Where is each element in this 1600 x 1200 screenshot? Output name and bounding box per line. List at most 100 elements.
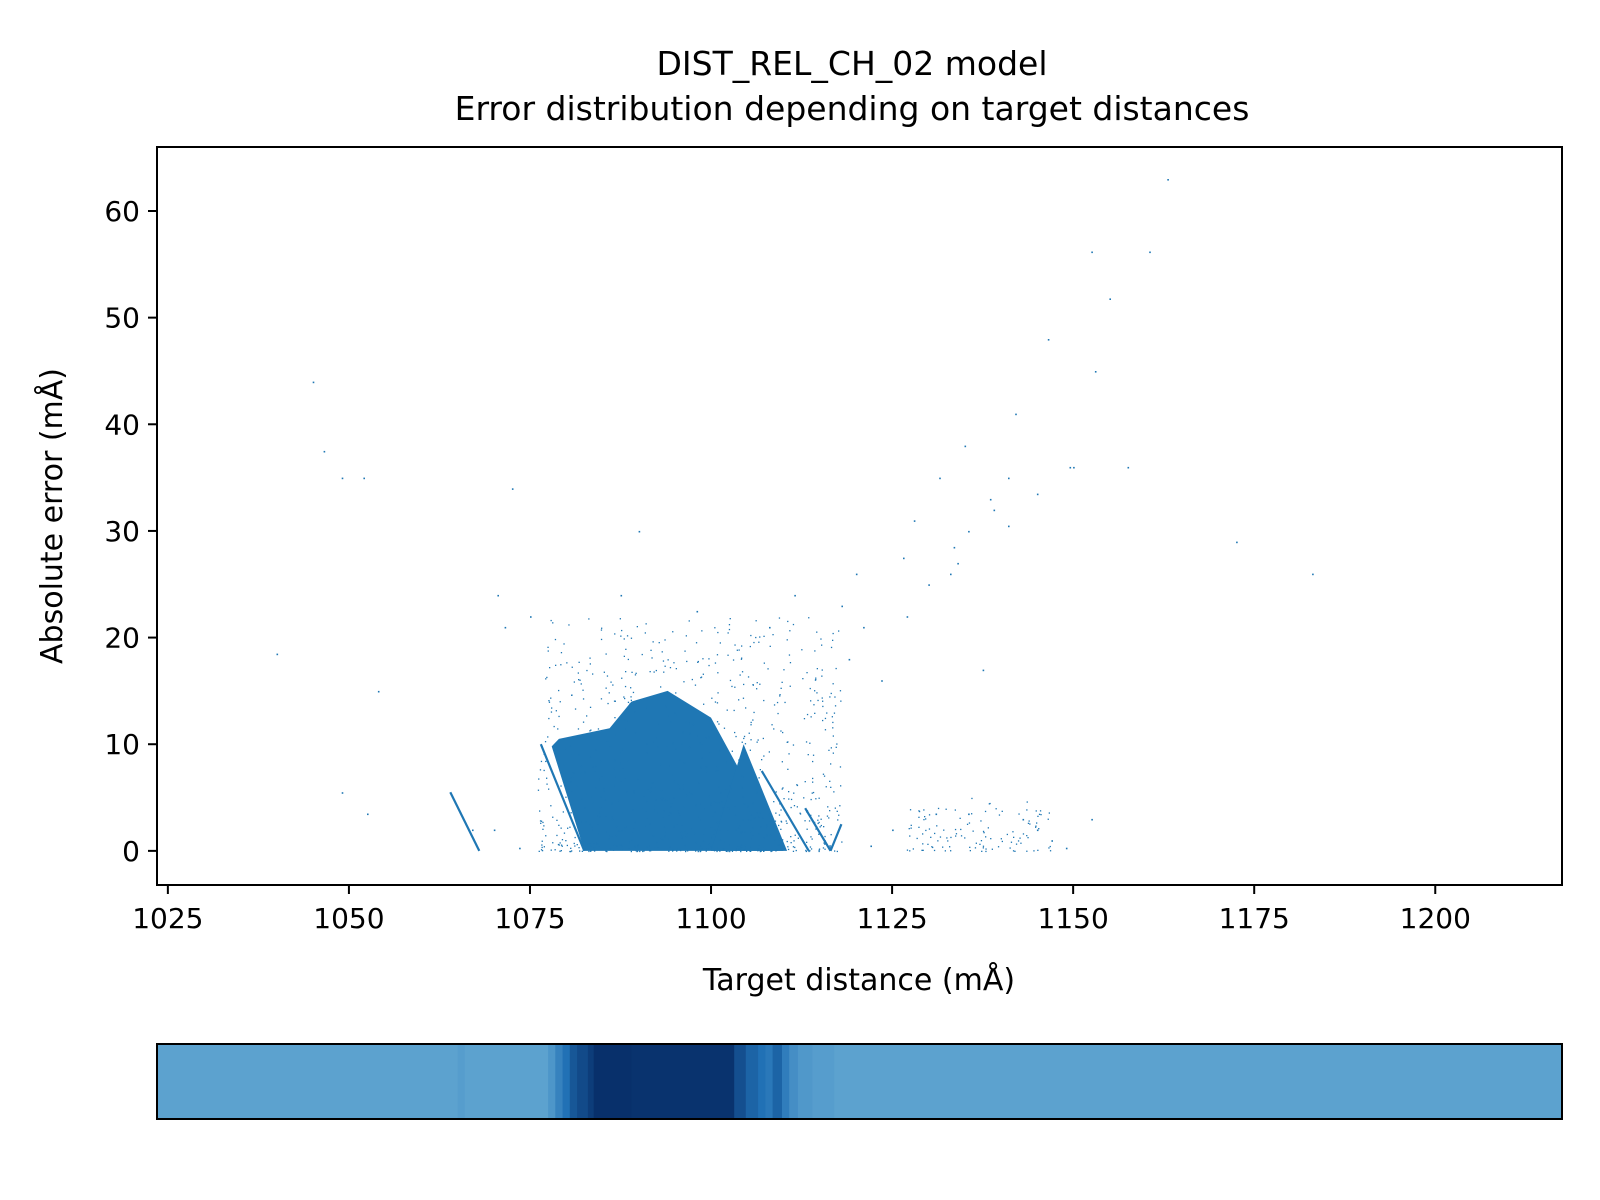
scatter-point — [645, 810, 647, 812]
scatter-point — [835, 667, 837, 670]
scatter-point — [684, 844, 686, 847]
x-tick-label: 1125 — [856, 902, 927, 935]
scatter-point — [587, 842, 590, 844]
scatter-point — [630, 704, 632, 707]
strip-band — [457, 1044, 466, 1119]
scatter-point — [789, 630, 791, 632]
scatter-point — [684, 830, 686, 832]
scatter-point — [814, 712, 816, 714]
scatter-point — [750, 814, 753, 816]
scatter-point — [936, 825, 938, 827]
scatter-point — [538, 850, 540, 852]
scatter-point — [743, 737, 745, 740]
scatter-point — [833, 791, 835, 793]
scatter-point — [743, 776, 745, 778]
scatter-point — [824, 717, 827, 720]
scatter-point — [705, 737, 707, 739]
scatter-point — [561, 839, 564, 841]
scatter-point — [980, 840, 983, 842]
scatter-point — [541, 840, 543, 842]
scatter-point — [626, 791, 628, 793]
outlier-point — [881, 680, 883, 682]
scatter-point — [750, 830, 752, 833]
scatter-point — [589, 706, 592, 708]
scatter-point — [669, 798, 671, 800]
scatter-point — [1039, 810, 1042, 812]
outlier-point — [363, 477, 365, 480]
scatter-point — [821, 675, 823, 677]
scatter-point — [614, 717, 616, 719]
scatter-point — [689, 722, 691, 725]
scatter-point — [624, 830, 626, 832]
scatter-point — [809, 742, 811, 744]
y-tick-label: 10 — [104, 728, 140, 761]
scatter-point — [812, 777, 814, 780]
scatter-point — [550, 805, 552, 807]
outlier-point — [341, 477, 344, 480]
scatter-point — [921, 849, 923, 851]
scatter-point — [622, 812, 624, 814]
scatter-point — [1026, 809, 1028, 811]
scatter-point — [758, 777, 760, 779]
scatter-point — [759, 812, 761, 814]
scatter-point — [966, 823, 969, 825]
scatter-point — [568, 778, 570, 780]
scatter-point — [702, 840, 705, 842]
scatter-point — [673, 780, 675, 783]
strip-band — [789, 1044, 799, 1119]
scatter-point — [817, 699, 819, 702]
scatter-point — [815, 798, 817, 800]
scatter-point — [752, 719, 754, 721]
scatter-point — [780, 809, 782, 811]
scatter-point — [729, 618, 731, 620]
scatter-point — [806, 810, 809, 812]
scatter-point — [669, 667, 672, 669]
scatter-point — [925, 818, 927, 820]
outlier-point — [511, 488, 514, 490]
scatter-point — [840, 785, 842, 787]
scatter-point — [789, 685, 791, 687]
scatter-point — [810, 836, 812, 838]
scatter-point — [695, 642, 698, 644]
scatter-point — [624, 697, 626, 700]
scatter-point — [759, 769, 761, 771]
scatter-point — [749, 645, 751, 648]
scatter-point — [794, 846, 796, 849]
scatter-point — [918, 826, 920, 828]
scatter-point — [780, 821, 783, 823]
scatter-point — [573, 772, 575, 774]
scatter-point — [703, 834, 705, 836]
scatter-point — [765, 801, 767, 803]
scatter-point — [1028, 820, 1030, 822]
scatter-point — [1049, 850, 1052, 852]
outlier-point — [870, 845, 872, 848]
scatter-point — [597, 815, 599, 817]
scatter-point — [714, 701, 717, 703]
scatter-point — [768, 815, 770, 817]
scatter-point — [646, 743, 648, 745]
scatter-point — [621, 845, 623, 847]
scatter-point — [954, 828, 957, 831]
scatter-point — [742, 819, 744, 821]
scatter-point — [822, 705, 824, 708]
scatter-point — [672, 774, 674, 776]
scatter-point — [632, 691, 635, 694]
scatter-point — [818, 849, 820, 851]
scatter-point — [708, 795, 710, 798]
scatter-point — [620, 762, 622, 765]
scatter-point — [643, 796, 645, 798]
scatter-point — [560, 844, 563, 846]
scatter-point — [982, 847, 984, 849]
scatter-point — [709, 751, 712, 753]
y-tick-label: 0 — [122, 835, 140, 868]
scatter-point — [639, 850, 641, 853]
scatter-point — [817, 819, 819, 821]
scatter-point — [658, 723, 660, 725]
scatter-point — [817, 822, 819, 825]
scatter-point — [717, 769, 719, 771]
scatter-point — [1006, 833, 1008, 836]
scatter-point — [729, 679, 732, 682]
scatter-point — [918, 810, 920, 812]
scatter-point — [753, 711, 755, 714]
scatter-point — [985, 836, 987, 838]
